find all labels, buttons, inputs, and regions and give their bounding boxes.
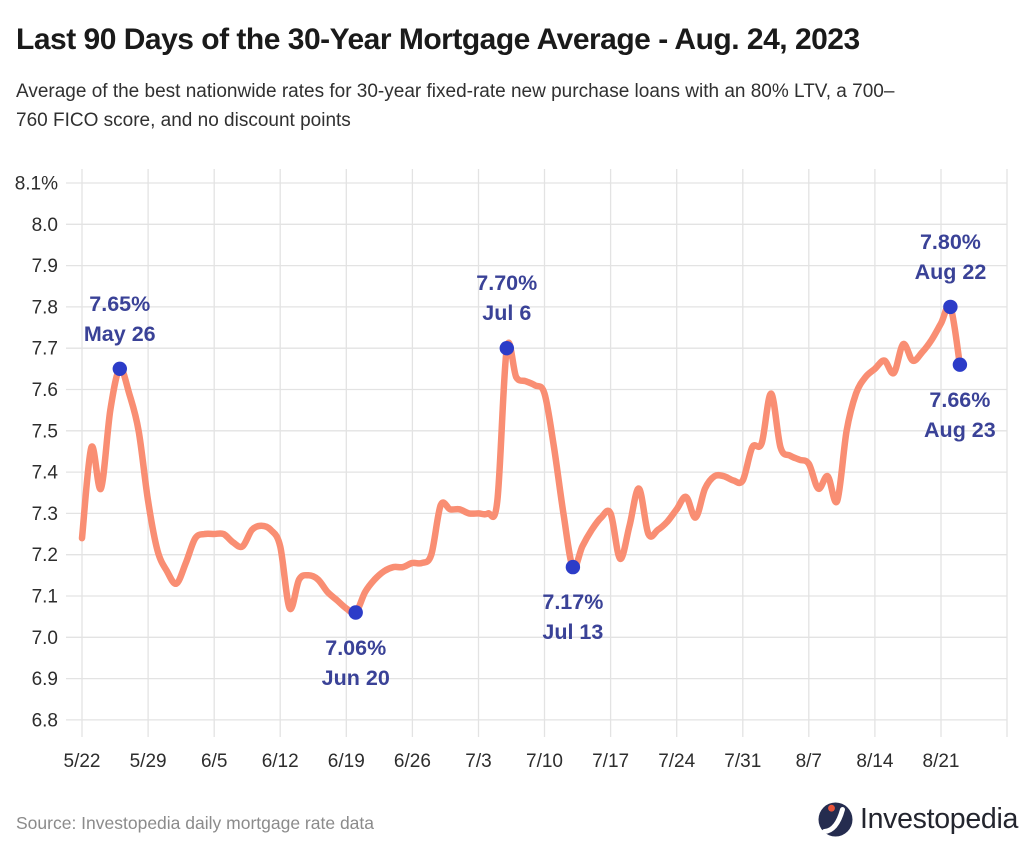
x-tick-label: 6/12 [262, 751, 299, 772]
y-tick-label: 6.8 [32, 710, 58, 731]
annotation-value: 7.70% [476, 271, 538, 296]
y-tick-label: 7.0 [32, 628, 58, 649]
annotation-date: Jun 20 [321, 665, 390, 690]
x-tick-label: 7/10 [526, 751, 563, 772]
data-point-dot [952, 357, 968, 372]
investopedia-logo: Investopedia [816, 799, 1018, 839]
annotation-date: Jul 6 [482, 301, 532, 326]
data-point-dot [499, 341, 514, 356]
y-tick-label: 7.9 [32, 256, 58, 277]
logo-i-dot [828, 804, 835, 812]
x-tick-label: 5/29 [130, 751, 167, 772]
annotation-date: Aug 23 [924, 417, 996, 442]
x-tick-label: 7/17 [592, 751, 629, 772]
logo-i-stem [822, 806, 845, 834]
y-tick-label: 7.7 [32, 339, 58, 360]
chart-subtitle: Average of the best nationwide rates for… [16, 77, 1016, 135]
investopedia-logo-icon [818, 802, 853, 836]
annotation-aug-22: 7.80% Aug 22 [915, 227, 987, 287]
page-title: Last 90 Days of the 30-Year Mortgage Ave… [16, 23, 860, 56]
y-tick-label: 7.2 [32, 545, 58, 566]
annotation-value: 7.65% [89, 291, 151, 316]
x-tick-label: 7/31 [724, 751, 761, 772]
x-tick-label: 5/22 [64, 751, 101, 772]
x-tick-label: 8/7 [796, 751, 822, 772]
annotation-value: 7.66% [929, 387, 991, 412]
x-tick-label: 8/14 [856, 751, 893, 772]
subtitle-line-1: Average of the best nationwide rates for… [16, 81, 895, 102]
data-point-dot [565, 559, 581, 575]
y-tick-label: 6.9 [32, 669, 58, 690]
x-tick-label: 7/3 [465, 751, 491, 772]
data-point-dot [112, 361, 128, 376]
annotation-aug-23: 7.66% Aug 23 [924, 385, 996, 445]
data-point-dot [348, 605, 363, 620]
annotation-value: 7.17% [542, 590, 604, 615]
y-tick-label: 8.0 [32, 215, 58, 236]
annotation-may-26: 7.65% May 26 [84, 289, 156, 349]
subtitle-line-2: 760 FICO score, and no discount points [16, 110, 351, 131]
y-tick-label: 8.1% [15, 174, 58, 195]
data-point-dot [943, 299, 958, 315]
annotation-date: Aug 22 [914, 259, 987, 284]
annotation-jun-20: 7.06% Jun 20 [322, 633, 390, 693]
source-note: Source: Investopedia daily mortgage rate… [16, 813, 374, 833]
y-tick-label: 7.3 [32, 504, 58, 525]
annotation-value: 7.06% [325, 635, 387, 660]
y-tick-label: 7.5 [32, 421, 58, 442]
y-tick-label: 7.1 [32, 587, 58, 608]
x-tick-label: 6/26 [394, 751, 431, 772]
annotation-jul-13: 7.17% Jul 13 [542, 587, 603, 647]
x-tick-label: 6/19 [328, 751, 365, 772]
x-tick-label: 7/24 [658, 751, 695, 772]
annotation-date: May 26 [83, 321, 156, 346]
x-tick-label: 6/5 [201, 751, 227, 772]
y-tick-label: 7.8 [32, 297, 58, 318]
y-tick-label: 7.6 [32, 380, 58, 401]
x-tick-label: 8/21 [923, 751, 960, 772]
y-tick-label: 7.4 [32, 463, 59, 484]
annotation-date: Jul 13 [542, 620, 604, 645]
annotation-value: 7.80% [919, 229, 981, 254]
annotation-jul-6: 7.70% Jul 6 [476, 268, 537, 328]
mortgage-rate-line [78, 302, 964, 617]
investopedia-logo-text: Investopedia [860, 802, 1019, 835]
